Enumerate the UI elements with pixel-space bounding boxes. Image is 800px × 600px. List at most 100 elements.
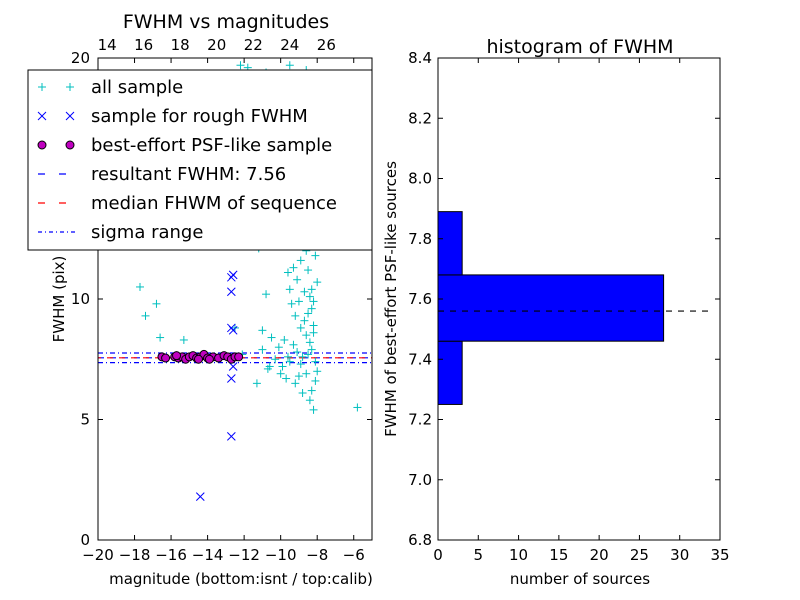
x-tick-label: 15 <box>549 546 568 564</box>
y-axis-label: FWHM (pix) <box>50 256 68 343</box>
legend-label: sample for rough FWHM <box>91 106 308 127</box>
legend-entry: sample for rough FWHM <box>37 106 308 127</box>
legend-entry: all sample <box>38 77 183 98</box>
all-sample-point <box>289 263 298 272</box>
all-sample-point <box>285 61 294 70</box>
rough-fwhm-sample-point-b <box>228 270 238 280</box>
rough-fwhm-sample-point <box>195 492 205 501</box>
all-sample-point <box>313 367 322 376</box>
x-tick-label: −18 <box>119 546 151 564</box>
all-sample-point <box>300 316 309 325</box>
all-sample-point <box>274 343 283 352</box>
x-tick-label: −8 <box>306 546 328 564</box>
all-sample-point <box>287 299 296 308</box>
x-tick-label: 30 <box>670 546 689 564</box>
x-tick-label: −20 <box>82 546 114 564</box>
legend-box <box>27 69 373 251</box>
all-sample-point <box>271 355 280 364</box>
y-axis-label: FWHM of best-effort PSF-like sources <box>382 161 400 437</box>
all-sample-point <box>296 256 305 265</box>
all-sample-point <box>353 403 362 412</box>
all-sample-point <box>311 376 320 385</box>
rough-fwhm-sample-point <box>226 323 236 333</box>
legend-label: all sample <box>91 77 183 98</box>
histogram-bar <box>437 211 463 276</box>
all-sample-point <box>307 386 316 395</box>
legend-marker-dot <box>37 140 47 150</box>
y-tick-label: 7.2 <box>408 411 432 429</box>
all-sample-point <box>291 379 300 388</box>
top-x-tick-label: 22 <box>244 36 263 54</box>
legend-marker <box>65 140 75 150</box>
all-sample-point <box>313 278 322 287</box>
all-sample-point <box>293 275 302 284</box>
all-sample-point <box>305 396 314 405</box>
all-sample-point <box>307 285 316 294</box>
x-axis-label: magnitude (bottom:isnt / top:calib) <box>109 570 373 588</box>
x-tick-label: 5 <box>474 546 484 564</box>
rough-fwhm-sample-point-b <box>195 492 205 501</box>
all-sample-point <box>280 335 289 344</box>
legend-entry: sigma range <box>38 222 203 243</box>
x-tick-label: −16 <box>155 546 187 564</box>
x-tick-label: 25 <box>630 546 649 564</box>
y-tick-label: 0 <box>80 531 90 549</box>
fwhm-vs-magnitude-chart: FWHM vs magnitudes −20 −18 −16 −14 −12 −10 −8−… <box>27 11 373 588</box>
x-axis-label: number of sources <box>510 570 650 588</box>
all-sample-point <box>179 335 188 344</box>
y-tick-label: 7.0 <box>408 471 432 489</box>
all-sample-point <box>285 285 294 294</box>
psf-like-sample-point-dot <box>172 351 182 361</box>
all-sample-point <box>302 369 311 378</box>
legend-marker <box>37 111 47 121</box>
y-tick-label: 20 <box>71 49 90 67</box>
all-sample-point <box>305 338 314 347</box>
x-tick-label: −12 <box>228 546 260 564</box>
legend-label: median FHWM of sequence <box>91 193 337 214</box>
all-sample-point <box>136 282 145 291</box>
all-sample-point <box>291 311 300 320</box>
all-sample-point <box>311 357 320 366</box>
all-sample-point <box>309 297 318 306</box>
histogram-marks <box>437 211 712 405</box>
y-tick-label: 5 <box>80 411 90 429</box>
all-sample-point <box>285 357 294 366</box>
all-sample-point <box>258 345 267 354</box>
all-sample-point <box>276 369 285 378</box>
all-sample-point <box>298 388 307 397</box>
rough-fwhm-sample-point <box>226 374 236 383</box>
rough-fwhm-sample-point <box>228 270 238 280</box>
all-sample-point <box>309 405 318 414</box>
all-sample-point <box>296 360 305 369</box>
legend-label: sigma range <box>91 222 203 243</box>
y-tick-label: 7.6 <box>408 290 432 308</box>
y-tick-label: 8.2 <box>408 109 432 127</box>
y-tick-label: 10 <box>71 290 90 308</box>
all-sample-point <box>305 292 314 301</box>
top-x-tick-label: 24 <box>280 36 299 54</box>
legend-label: resultant FWHM: 7.56 <box>91 164 286 185</box>
rough-fwhm-sample-point <box>226 432 236 441</box>
top-x-tick-label: 14 <box>98 36 117 54</box>
psf-like-sample-point-dot <box>234 352 244 362</box>
y-tick-label: 7.8 <box>408 230 432 248</box>
all-sample-point <box>278 362 287 371</box>
legend-marker-dot <box>65 140 75 150</box>
axes: −20 −18 −16 −14 −12 −10 −8 −6 14 16 18 20 22 24 26 0 5 10… <box>71 36 372 564</box>
all-sample-point <box>289 340 298 349</box>
top-x-tick-label: 16 <box>134 36 153 54</box>
chart-title: FWHM vs magnitudes <box>123 11 329 33</box>
histogram-bar <box>437 340 463 405</box>
all-sample-point <box>152 299 161 308</box>
legend-marker <box>65 111 75 121</box>
x-tick-label: −6 <box>343 546 365 564</box>
legend: all sample sample for rough FWHM best-effo… <box>27 69 373 251</box>
psf-like-sample-point-dot <box>161 353 171 363</box>
legend-entry: resultant FWHM: 7.56 <box>38 164 286 185</box>
axes: 0 5 10 15 20 25 30 35 6.8 7.0 7.2 7.4 7.6 7.8 8.0 8.2 8.… <box>408 49 729 564</box>
rough-fwhm-sample-point-b <box>228 362 238 371</box>
psf-like-sample-point <box>172 351 182 361</box>
psf-like-sample-point <box>193 354 203 364</box>
all-sample-point <box>304 309 313 318</box>
all-sample-point <box>293 348 302 357</box>
